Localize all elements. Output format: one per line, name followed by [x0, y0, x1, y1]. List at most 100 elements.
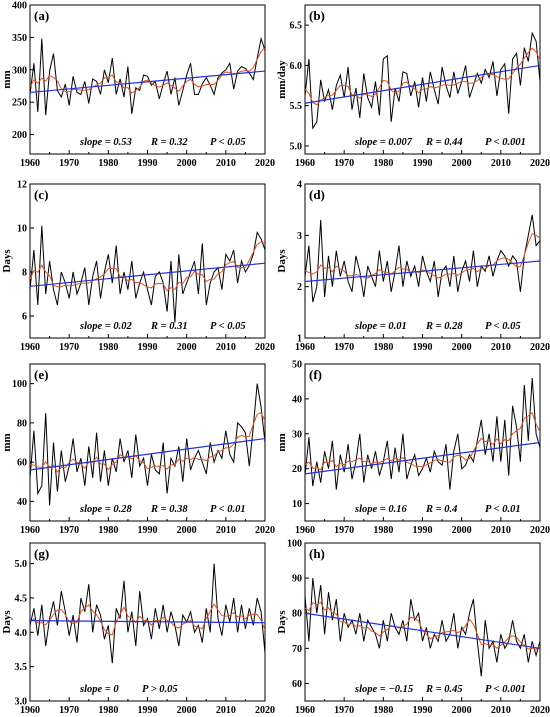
trend-line — [29, 70, 266, 94]
series-line-annual — [305, 578, 540, 677]
y-axis-label: Days — [276, 610, 288, 634]
y-tick-label: 2 — [297, 282, 302, 293]
y-tick-label: 60 — [292, 679, 302, 690]
y-tick-label: 6.0 — [290, 61, 303, 72]
y-tick-label: 400 — [12, 1, 27, 12]
x-tick-label: 1990 — [413, 525, 433, 536]
series-line-moving-average — [30, 603, 265, 636]
trend-line — [304, 612, 541, 649]
x-tick-label: 1970 — [59, 705, 79, 716]
x-tick-label: 2000 — [452, 525, 472, 536]
plot-frame — [29, 4, 266, 155]
trend-line — [304, 64, 541, 104]
x-tick-label: 2000 — [177, 525, 197, 536]
x-tick-label: 1980 — [373, 158, 393, 169]
x-tick-label: 1990 — [138, 342, 158, 353]
x-tick-label: 1980 — [373, 525, 393, 536]
plot-frame — [29, 363, 266, 522]
annotation-slope: slope = 0.53 — [79, 137, 132, 148]
x-tick-label: 1980 — [98, 158, 118, 169]
y-tick-label: 12 — [17, 180, 27, 191]
x-tick-label: 2010 — [491, 342, 511, 353]
x-tick-label: 2020 — [255, 525, 275, 536]
x-tick-label: 2010 — [216, 158, 236, 169]
y-tick-label: 80 — [17, 418, 27, 429]
series-line-annual — [30, 225, 265, 323]
y-axis-label: mm — [276, 433, 288, 451]
x-tick-label: 1970 — [334, 342, 354, 353]
plot-frame — [304, 363, 541, 522]
x-tick-label: 2020 — [530, 705, 550, 716]
series-line-moving-average — [30, 47, 265, 94]
x-tick-label: 2000 — [452, 158, 472, 169]
series-line-moving-average — [305, 232, 540, 279]
x-tick-label: 1970 — [334, 525, 354, 536]
trend-line — [29, 437, 266, 471]
x-tick-label: 1970 — [59, 525, 79, 536]
x-tick-label: 1980 — [373, 705, 393, 716]
y-tick-label: 40 — [292, 394, 302, 405]
annotation-slope: slope = 0.01 — [354, 321, 407, 332]
x-tick-label: 1990 — [138, 525, 158, 536]
x-tick-label: 1960 — [20, 158, 40, 169]
x-tick-label: 2010 — [491, 158, 511, 169]
annotation-r: R = 0.45 — [425, 684, 463, 695]
x-tick-label: 2000 — [177, 705, 197, 716]
annotation-r: R = 0.38 — [150, 504, 188, 515]
panel-c: 1960 1970 1980 1990 2000 2010 2020 6 8 10 12 Days (c… — [1, 180, 275, 354]
panel-label: (e) — [34, 367, 48, 382]
y-tick-label: 100 — [12, 379, 27, 390]
y-tick-label: 90 — [292, 574, 302, 585]
x-tick-label: 2000 — [177, 158, 197, 169]
series-line-annual — [305, 377, 540, 490]
y-tick-label: 5.0 — [290, 141, 303, 152]
annotation-slope: slope = 0.007 — [354, 137, 413, 148]
annotation-p: P < 0.05 — [485, 321, 521, 332]
x-tick-label: 1960 — [20, 525, 40, 536]
annotation-p: P < 0.01 — [210, 504, 246, 515]
panel-h: 1960 1970 1980 1990 2000 2010 2020 60 70 80 90 100 D… — [276, 539, 550, 717]
x-tick-label: 2020 — [255, 705, 275, 716]
annotation-r: R = 0.28 — [425, 321, 463, 332]
panel-e: 1960 1970 1980 1990 2000 2010 2020 40 60 80 100 mm (… — [1, 363, 275, 536]
y-axis-label: mm — [1, 433, 13, 451]
x-tick-label: 1970 — [334, 158, 354, 169]
y-tick-label: 40 — [17, 497, 27, 508]
x-tick-label: 2010 — [491, 525, 511, 536]
x-tick-label: 1960 — [20, 705, 40, 716]
series-line-annual — [30, 563, 265, 664]
x-tick-label: 1990 — [413, 342, 433, 353]
y-tick-label: 10 — [17, 224, 27, 235]
panel-label: (h) — [309, 546, 325, 561]
annotation-p: P > 0.05 — [142, 684, 178, 695]
annotation-r: R = 0.44 — [425, 137, 463, 148]
x-tick-label: 1960 — [295, 525, 315, 536]
series-line-moving-average — [30, 241, 265, 292]
x-tick-label: 1960 — [295, 342, 315, 353]
x-tick-label: 1990 — [413, 705, 433, 716]
trend-line — [304, 441, 541, 475]
x-tick-label: 1980 — [98, 525, 118, 536]
series-line-moving-average — [30, 411, 265, 473]
y-axis-label: Days — [276, 249, 288, 273]
x-tick-label: 1990 — [413, 158, 433, 169]
x-tick-label: 2020 — [530, 525, 550, 536]
y-tick-label: 8 — [22, 268, 27, 279]
y-tick-label: 350 — [12, 33, 27, 44]
series-line-moving-average — [305, 411, 540, 471]
y-tick-label: 5.0 — [15, 559, 28, 570]
x-tick-label: 2020 — [530, 158, 550, 169]
y-tick-label: 5.5 — [290, 101, 303, 112]
x-tick-label: 2020 — [255, 342, 275, 353]
x-tick-label: 1960 — [295, 705, 315, 716]
panel-a: 1960 1970 1980 1990 2000 2010 2020 200 250 300 350… — [1, 1, 275, 170]
x-tick-label: 2020 — [255, 158, 275, 169]
y-tick-label: 50 — [292, 360, 302, 371]
y-tick-label: 200 — [12, 130, 27, 141]
panel-label: (a) — [34, 8, 49, 23]
y-tick-label: 6.5 — [290, 21, 303, 32]
annotation-p: P < 0.05 — [210, 137, 246, 148]
x-tick-label: 2010 — [216, 342, 236, 353]
y-tick-label: 100 — [287, 539, 302, 550]
